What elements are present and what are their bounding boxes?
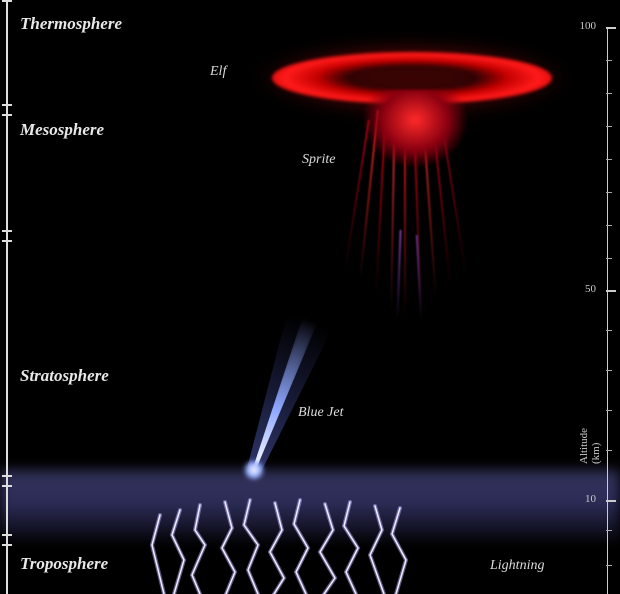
lightning-group	[0, 0, 620, 594]
altitude-minor-tick	[606, 565, 612, 566]
altitude-minor-tick	[606, 93, 612, 94]
altitude-major-tick	[606, 27, 616, 29]
left-boundary-dash	[2, 0, 12, 2]
left-boundary-dash	[2, 534, 12, 536]
altitude-minor-tick	[606, 330, 612, 331]
phenomenon-label-sprite: Sprite	[302, 152, 335, 168]
layer-label-troposphere: Troposphere	[20, 554, 108, 574]
phenomenon-label-lightning: Lightning	[490, 558, 544, 574]
altitude-tick-50: 50	[585, 283, 596, 295]
phenomenon-label-bluejet: Blue Jet	[298, 405, 343, 421]
layer-label-thermosphere: Thermosphere	[20, 14, 122, 34]
altitude-minor-tick	[606, 159, 612, 160]
phenomenon-label-elf: Elf	[210, 64, 226, 80]
left-boundary-dash	[2, 485, 12, 487]
left-boundary-dash	[2, 114, 12, 116]
altitude-minor-tick	[606, 450, 612, 451]
altitude-axis-rule	[607, 27, 609, 594]
altitude-minor-tick	[606, 192, 612, 193]
left-boundary-rule	[6, 0, 8, 594]
altitude-minor-tick	[606, 60, 612, 61]
altitude-axis-title: Altitude (km)	[578, 404, 602, 464]
altitude-tick-100: 100	[580, 20, 597, 32]
altitude-tick-10: 10	[585, 493, 596, 505]
left-boundary-dash	[2, 544, 12, 546]
altitude-major-tick	[606, 500, 616, 502]
altitude-minor-tick	[606, 225, 612, 226]
left-boundary-dash	[2, 475, 12, 477]
layer-label-stratosphere: Stratosphere	[20, 366, 109, 386]
layer-label-mesosphere: Mesosphere	[20, 120, 104, 140]
altitude-minor-tick	[606, 258, 612, 259]
altitude-minor-tick	[606, 126, 612, 127]
altitude-minor-tick	[606, 530, 612, 531]
left-boundary-dash	[2, 230, 12, 232]
altitude-minor-tick	[606, 370, 612, 371]
altitude-minor-tick	[606, 410, 612, 411]
left-boundary-dash	[2, 104, 12, 106]
altitude-major-tick	[606, 290, 616, 292]
left-boundary-dash	[2, 240, 12, 242]
